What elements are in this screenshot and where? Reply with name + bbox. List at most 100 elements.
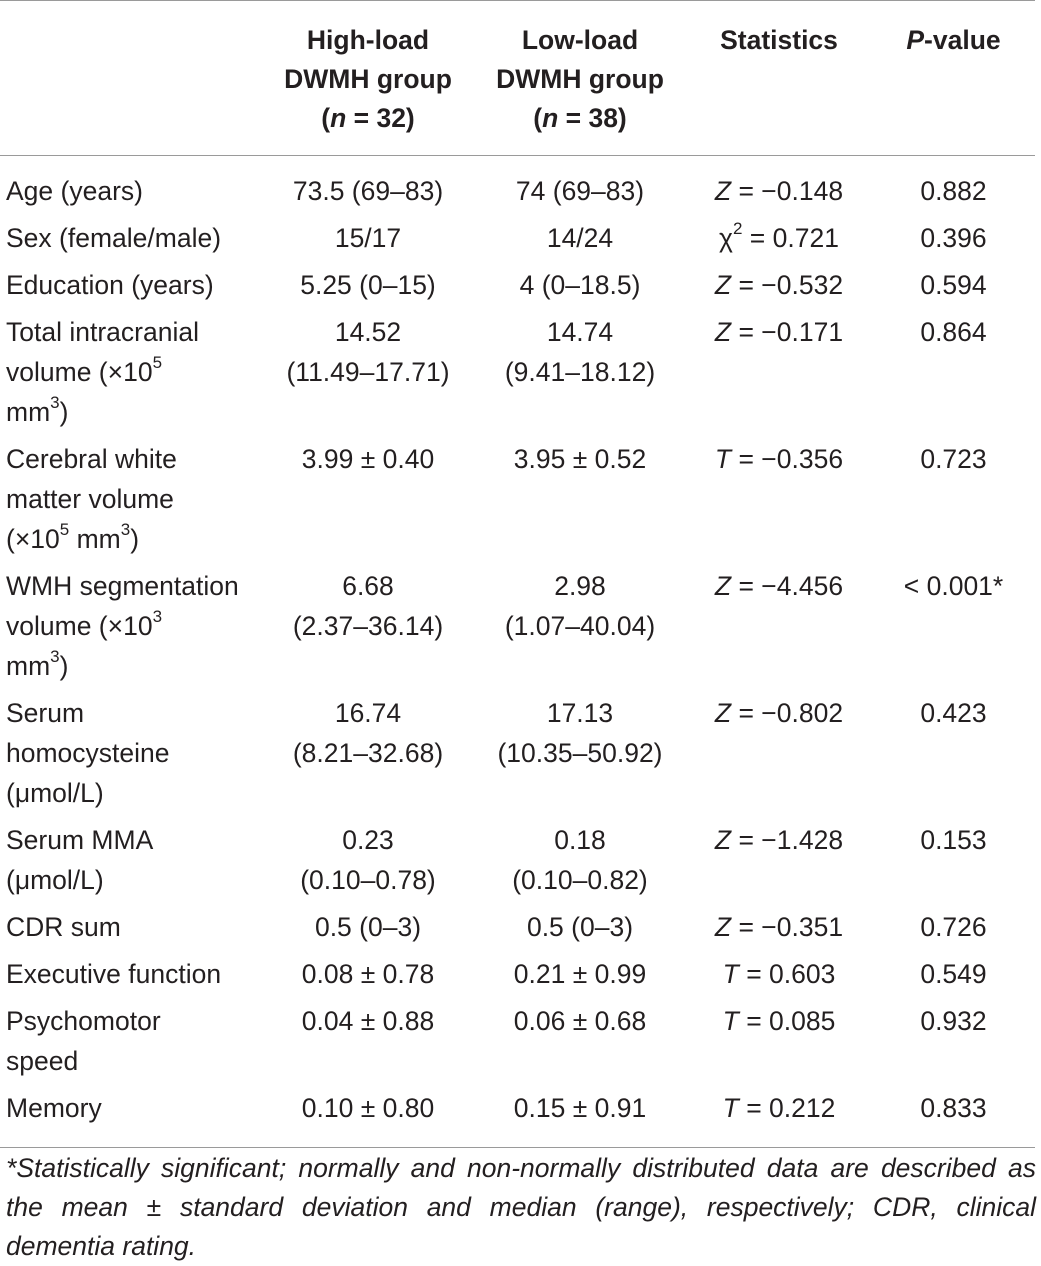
- stat-symbol: T: [714, 444, 732, 474]
- low-load-value: 14.74 (9.41–18.12): [474, 312, 686, 439]
- row-label-line: Cerebral white: [6, 444, 177, 474]
- row-label-superscript: 3: [120, 520, 131, 540]
- low-load-value: 0.15 ± 0.91: [474, 1088, 686, 1148]
- stat-superscript: 2: [732, 219, 743, 239]
- row-label-line: Serum: [6, 698, 85, 728]
- row-label-line: Serum MMA: [6, 825, 154, 855]
- header-statistics: Statistics: [686, 0, 872, 156]
- row-label: Age (years): [6, 176, 143, 206]
- stat-number: = −0.356: [731, 444, 844, 474]
- row-label: Serum homocysteine (μmol/L): [0, 693, 262, 820]
- row-label-line: homocysteine: [6, 738, 170, 768]
- stat-number: = −4.456: [731, 571, 844, 601]
- value-line: 14.52: [334, 317, 402, 347]
- table-row: Cerebral white matter volume (×105 mm3) …: [0, 439, 1035, 566]
- row-label: Executive function: [6, 959, 222, 989]
- low-load-value: 0.21 ± 0.99: [513, 959, 647, 989]
- low-load-value: 0.18 (0.10–0.82): [474, 820, 686, 907]
- row-label: Serum MMA (μmol/L): [0, 820, 262, 907]
- table-row: Total intracranial volume (×105 mm3) 14.…: [0, 312, 1035, 439]
- row-label-line: (μmol/L): [6, 865, 104, 895]
- stat-symbol: Z: [714, 317, 732, 347]
- value-line: 17.13: [546, 698, 614, 728]
- statistic-value: Z = −4.456: [686, 566, 872, 693]
- statistic-value: T = 0.603: [686, 954, 872, 1001]
- stat-symbol: T: [722, 959, 739, 989]
- high-load-value: 3.99 ± 0.40: [301, 444, 435, 474]
- stat-symbol: T: [722, 1093, 739, 1123]
- table-row: CDR sum 0.5 (0–3) 0.5 (0–3) Z = −0.351 0…: [0, 907, 1035, 954]
- table-row: Memory 0.10 ± 0.80 0.15 ± 0.91 T = 0.212…: [0, 1088, 1035, 1148]
- high-load-value: 0.04 ± 0.88: [301, 1006, 435, 1036]
- stat-symbol: T: [722, 1006, 739, 1036]
- statistic-value: T = 0.212: [686, 1088, 872, 1148]
- comparison-table: High-load DWMH group (n = 32) Low-load D…: [0, 0, 1035, 1148]
- header-high-n-var: n: [330, 103, 347, 133]
- row-label-line: matter volume: [6, 484, 174, 514]
- stat-number: = −0.802: [731, 698, 844, 728]
- header-high-line1: High-load: [306, 25, 430, 55]
- statistic-value: Z = −0.148: [686, 156, 872, 219]
- header-empty-cell: [0, 0, 262, 156]
- p-value: 0.932: [920, 1006, 987, 1036]
- low-load-value: 17.13 (10.35–50.92): [474, 693, 686, 820]
- stat-symbol: χ: [719, 223, 733, 253]
- table-header: High-load DWMH group (n = 32) Low-load D…: [0, 0, 1035, 156]
- row-label-line: Total intracranial: [6, 317, 199, 347]
- high-load-value: 6.68 (2.37–36.14): [262, 566, 474, 693]
- table-row: Executive function 0.08 ± 0.78 0.21 ± 0.…: [0, 954, 1035, 1001]
- high-load-value: 16.74 (8.21–32.68): [262, 693, 474, 820]
- stat-number: = −0.148: [731, 176, 844, 206]
- stat-number: = 0.212: [738, 1093, 836, 1123]
- row-label-superscript: 3: [152, 607, 163, 627]
- value-line: (0.10–0.82): [512, 865, 648, 895]
- row-label: Total intracranial volume (×105 mm3): [0, 312, 262, 439]
- stat-symbol: Z: [714, 698, 732, 728]
- header-low-line2: DWMH group: [496, 64, 664, 94]
- row-label-superscript: 3: [50, 393, 60, 413]
- table-row: Serum homocysteine (μmol/L) 16.74 (8.21–3…: [0, 693, 1035, 820]
- p-value: 0.153: [920, 825, 987, 855]
- row-label-line: Psychomotor: [6, 1006, 161, 1036]
- stat-number: = 0.603: [738, 959, 836, 989]
- high-load-value: 14.52 (11.49–17.71): [262, 312, 474, 439]
- header-pvalue-rest: -value: [924, 25, 1001, 55]
- p-value: 0.396: [920, 223, 987, 253]
- value-line: 0.18: [554, 825, 606, 855]
- row-label-line: volume (×10: [6, 611, 153, 641]
- low-load-value: 4 (0–18.5): [519, 270, 641, 300]
- row-label-mid: mm: [69, 524, 121, 554]
- header-statistics-label: Statistics: [720, 25, 838, 55]
- row-label-line: mm: [6, 651, 51, 681]
- header-low-n-rest: = 38): [558, 103, 627, 133]
- row-label-end: ): [59, 651, 69, 681]
- high-load-value: 0.08 ± 0.78: [301, 959, 435, 989]
- statistic-value: Z = −1.428: [686, 820, 872, 907]
- stat-number: = −1.428: [731, 825, 844, 855]
- row-label-line: (μmol/L): [6, 778, 104, 808]
- stat-symbol: Z: [714, 825, 732, 855]
- statistic-value: χ2 = 0.721: [686, 218, 872, 265]
- stat-number: = −0.171: [731, 317, 844, 347]
- row-label: Psychomotor speed: [0, 1001, 262, 1088]
- value-line: 16.74: [334, 698, 402, 728]
- row-label: WMH segmentation volume (×103 mm3): [0, 566, 262, 693]
- header-high-line2: DWMH group: [284, 64, 452, 94]
- value-line: 6.68: [342, 571, 394, 601]
- row-label-superscript: 5: [152, 353, 163, 373]
- row-label-line: WMH segmentation: [6, 571, 239, 601]
- stat-symbol: Z: [714, 270, 732, 300]
- high-load-value: 0.10 ± 0.80: [262, 1088, 474, 1148]
- table-row: Age (years) 73.5 (69–83) 74 (69–83) Z = …: [0, 156, 1035, 219]
- table-footnote: *Statistically significant; normally and…: [6, 1153, 1036, 1261]
- row-label: Education (years): [6, 270, 214, 300]
- p-value: 0.833: [872, 1088, 1035, 1148]
- low-load-value: 2.98 (1.07–40.04): [474, 566, 686, 693]
- header-low-load: Low-load DWMH group (n = 38): [474, 0, 686, 156]
- header-high-n-prefix: (: [321, 103, 331, 133]
- table-row: Sex (female/male) 15/17 14/24 χ2 = 0.721…: [0, 218, 1035, 265]
- statistic-value: Z = −0.171: [686, 312, 872, 439]
- value-line: 0.23: [342, 825, 394, 855]
- row-label: CDR sum: [6, 912, 121, 942]
- row-label-end: ): [59, 397, 69, 427]
